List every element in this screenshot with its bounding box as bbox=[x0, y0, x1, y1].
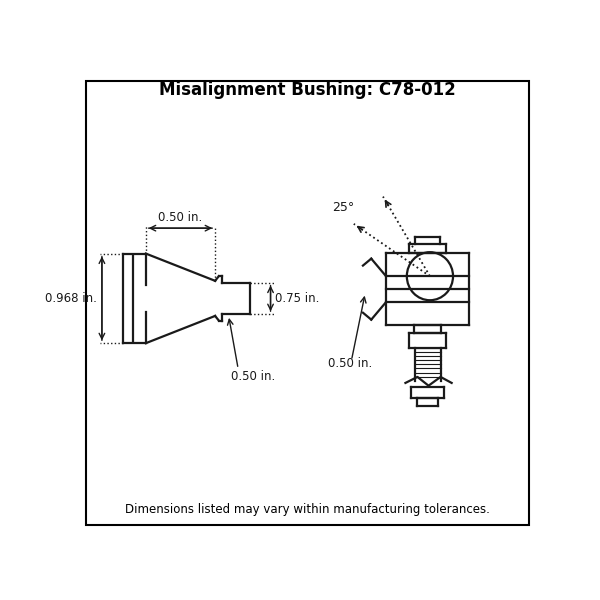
Text: 25°: 25° bbox=[332, 202, 354, 214]
Text: 0.50 in.: 0.50 in. bbox=[158, 211, 203, 224]
Text: 0.50 in.: 0.50 in. bbox=[328, 356, 373, 370]
FancyBboxPatch shape bbox=[86, 81, 529, 525]
Text: Dimensions listed may vary within manufacturing tolerances.: Dimensions listed may vary within manufa… bbox=[125, 503, 490, 517]
Text: Misalignment Bushing: C78-012: Misalignment Bushing: C78-012 bbox=[159, 80, 456, 98]
Text: 0.50 in.: 0.50 in. bbox=[231, 370, 275, 383]
Text: 0.75 in.: 0.75 in. bbox=[275, 292, 320, 305]
Text: 0.968 in.: 0.968 in. bbox=[46, 292, 97, 305]
